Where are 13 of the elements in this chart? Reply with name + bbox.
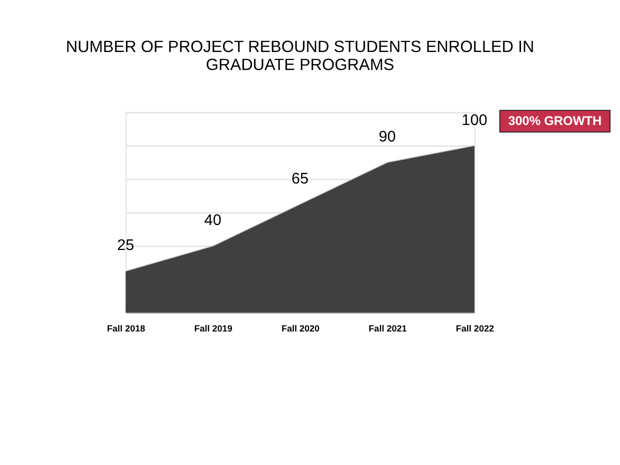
x-tick-label: Fall 2021 (368, 323, 407, 334)
x-tick-label: Fall 2019 (194, 323, 232, 334)
data-label: 65 (292, 170, 309, 188)
x-tick-label: Fall 2020 (281, 323, 320, 334)
text: GRADUATE PROGRAMS (206, 56, 394, 74)
data-label: 40 (204, 212, 222, 230)
x-tick-label: Fall 2018 (107, 323, 146, 334)
x-tick-label: Fall 2022 (456, 323, 494, 334)
data-label: 90 (378, 128, 396, 146)
text: NUMBER OF PROJECT REBOUND STUDENTS ENROLLED IN (66, 38, 534, 56)
data-label: 100 (462, 112, 488, 129)
data-label: 25 (117, 237, 134, 254)
text: 300% GROWTH (508, 114, 602, 128)
